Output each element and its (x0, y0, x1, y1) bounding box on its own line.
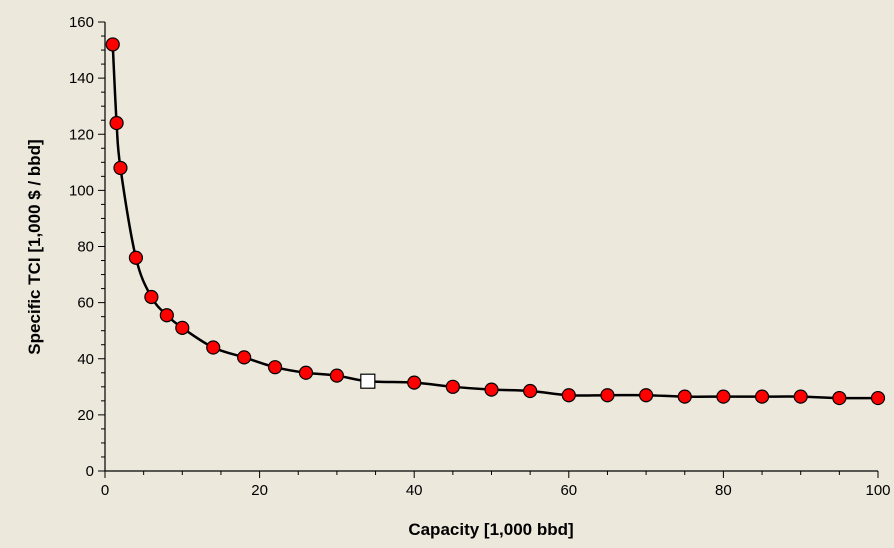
y-tick-label: 60 (77, 295, 94, 312)
y-tick-label: 100 (69, 182, 94, 199)
data-point (445, 379, 460, 394)
data-point (128, 250, 144, 265)
y-tick-label: 140 (69, 70, 94, 87)
data-point (793, 389, 808, 404)
x-tick-label: 100 (865, 482, 890, 499)
y-tick-label: 0 (86, 463, 94, 480)
x-axis-title: Capacity [1,000 bbd] (408, 520, 573, 539)
data-point (484, 382, 499, 397)
data-point (105, 37, 120, 52)
x-tick-label: 0 (101, 482, 109, 499)
x-tick-label: 20 (251, 482, 268, 499)
data-point (754, 389, 770, 404)
data-point (206, 340, 221, 355)
data-point (109, 115, 124, 131)
data-point (237, 350, 252, 365)
data-point (600, 388, 615, 403)
data-point (523, 383, 538, 399)
y-axis-title: Specific TCI [1,000 $ / bbd] (25, 139, 44, 354)
data-point (407, 375, 422, 390)
data-point (159, 308, 174, 323)
y-tick-label: 120 (69, 126, 94, 143)
data-point (175, 320, 190, 335)
data-point (677, 389, 692, 404)
data-point (832, 390, 847, 406)
data-point (561, 388, 576, 403)
data-point (144, 289, 159, 305)
data-point (298, 365, 314, 380)
data-point (113, 160, 128, 176)
data-point (716, 389, 731, 404)
data-point (870, 390, 886, 406)
ticks: 0 20 40 60 80 100 120 140 160 0 20 40 60 80 100 (69, 14, 891, 499)
data-point-square (360, 373, 376, 389)
x-tick-label: 40 (406, 482, 423, 499)
y-tick-label: 160 (69, 14, 94, 31)
y-tick-label: 40 (77, 351, 94, 368)
data-point (329, 368, 344, 383)
data-point (638, 388, 654, 403)
data-markers (105, 37, 886, 406)
y-tick-label: 80 (77, 239, 94, 256)
x-tick-label: 60 (560, 482, 577, 499)
x-tick-label: 80 (715, 482, 732, 499)
y-tick-label: 20 (77, 407, 94, 424)
data-point (267, 360, 283, 375)
